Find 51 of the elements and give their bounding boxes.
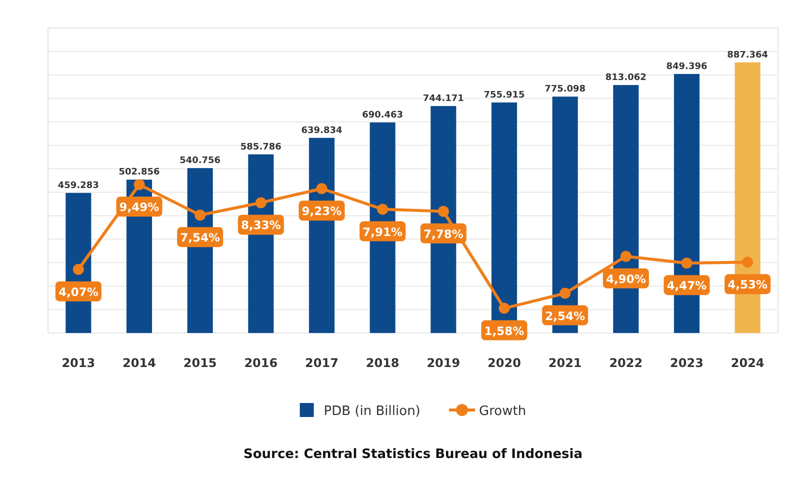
- point: [255, 197, 266, 208]
- x-tick-label: 2018: [366, 356, 400, 370]
- point: [72, 264, 84, 275]
- data-label: 8,33%: [240, 218, 282, 232]
- point: [134, 179, 145, 190]
- data-label: 7,78%: [423, 226, 464, 241]
- data-label: 4,53%: [728, 278, 768, 292]
- data-label: 849.396: [666, 62, 708, 72]
- data-label: 775.098: [544, 84, 586, 95]
- data-label: 502.856: [118, 168, 160, 178]
- x-tick-label: 2023: [670, 356, 704, 370]
- data-label: 540.756: [180, 156, 221, 166]
- x-tick-label: 2014: [122, 356, 156, 370]
- point: [377, 204, 388, 215]
- data-label: 4,47%: [666, 278, 708, 293]
- point: [681, 258, 692, 269]
- data-label: 744.171: [422, 94, 464, 104]
- data-label: 2,54%: [545, 308, 586, 323]
- x-tick-label: 2019: [426, 356, 460, 370]
- legend-label: PDB (in Billion): [324, 404, 420, 419]
- data-label: 690.463: [362, 110, 404, 120]
- point: [194, 210, 206, 221]
- data-label: 755.915: [484, 90, 525, 100]
- x-tick-label: 2022: [609, 356, 643, 370]
- data-label: 1,58%: [484, 324, 525, 338]
- x-tick-label: 2013: [62, 356, 96, 370]
- x-tick-label: 2020: [488, 356, 521, 370]
- point: [498, 302, 510, 314]
- point: [742, 256, 754, 268]
- data-label: 9,23%: [302, 204, 342, 218]
- point: [438, 206, 449, 217]
- point: [560, 288, 571, 299]
- data-label: 639.834: [301, 126, 342, 136]
- source-note: Source: Central Statistics Bureau of Indonesia: [243, 447, 583, 462]
- data-label: 7,54%: [180, 230, 221, 245]
- data-label: 7,91%: [362, 224, 404, 239]
- x-tick-label: 2017: [305, 356, 338, 370]
- x-tick-label: 2021: [548, 356, 582, 370]
- data-label: 459.283: [58, 180, 99, 191]
- point: [316, 183, 328, 194]
- data-label: 813.062: [605, 73, 646, 84]
- data-label: 887.364: [727, 50, 768, 60]
- point: [620, 250, 632, 262]
- x-tick-label: 2024: [730, 356, 764, 370]
- data-label: 9,49%: [119, 200, 160, 214]
- x-tick-label: 2015: [183, 356, 217, 370]
- data-label: 585.786: [240, 142, 282, 152]
- x-tick-label: 2016: [244, 356, 278, 370]
- legend-label: Growth: [479, 404, 526, 419]
- data-label: 4,07%: [58, 284, 99, 299]
- data-label: 4,90%: [606, 272, 646, 286]
